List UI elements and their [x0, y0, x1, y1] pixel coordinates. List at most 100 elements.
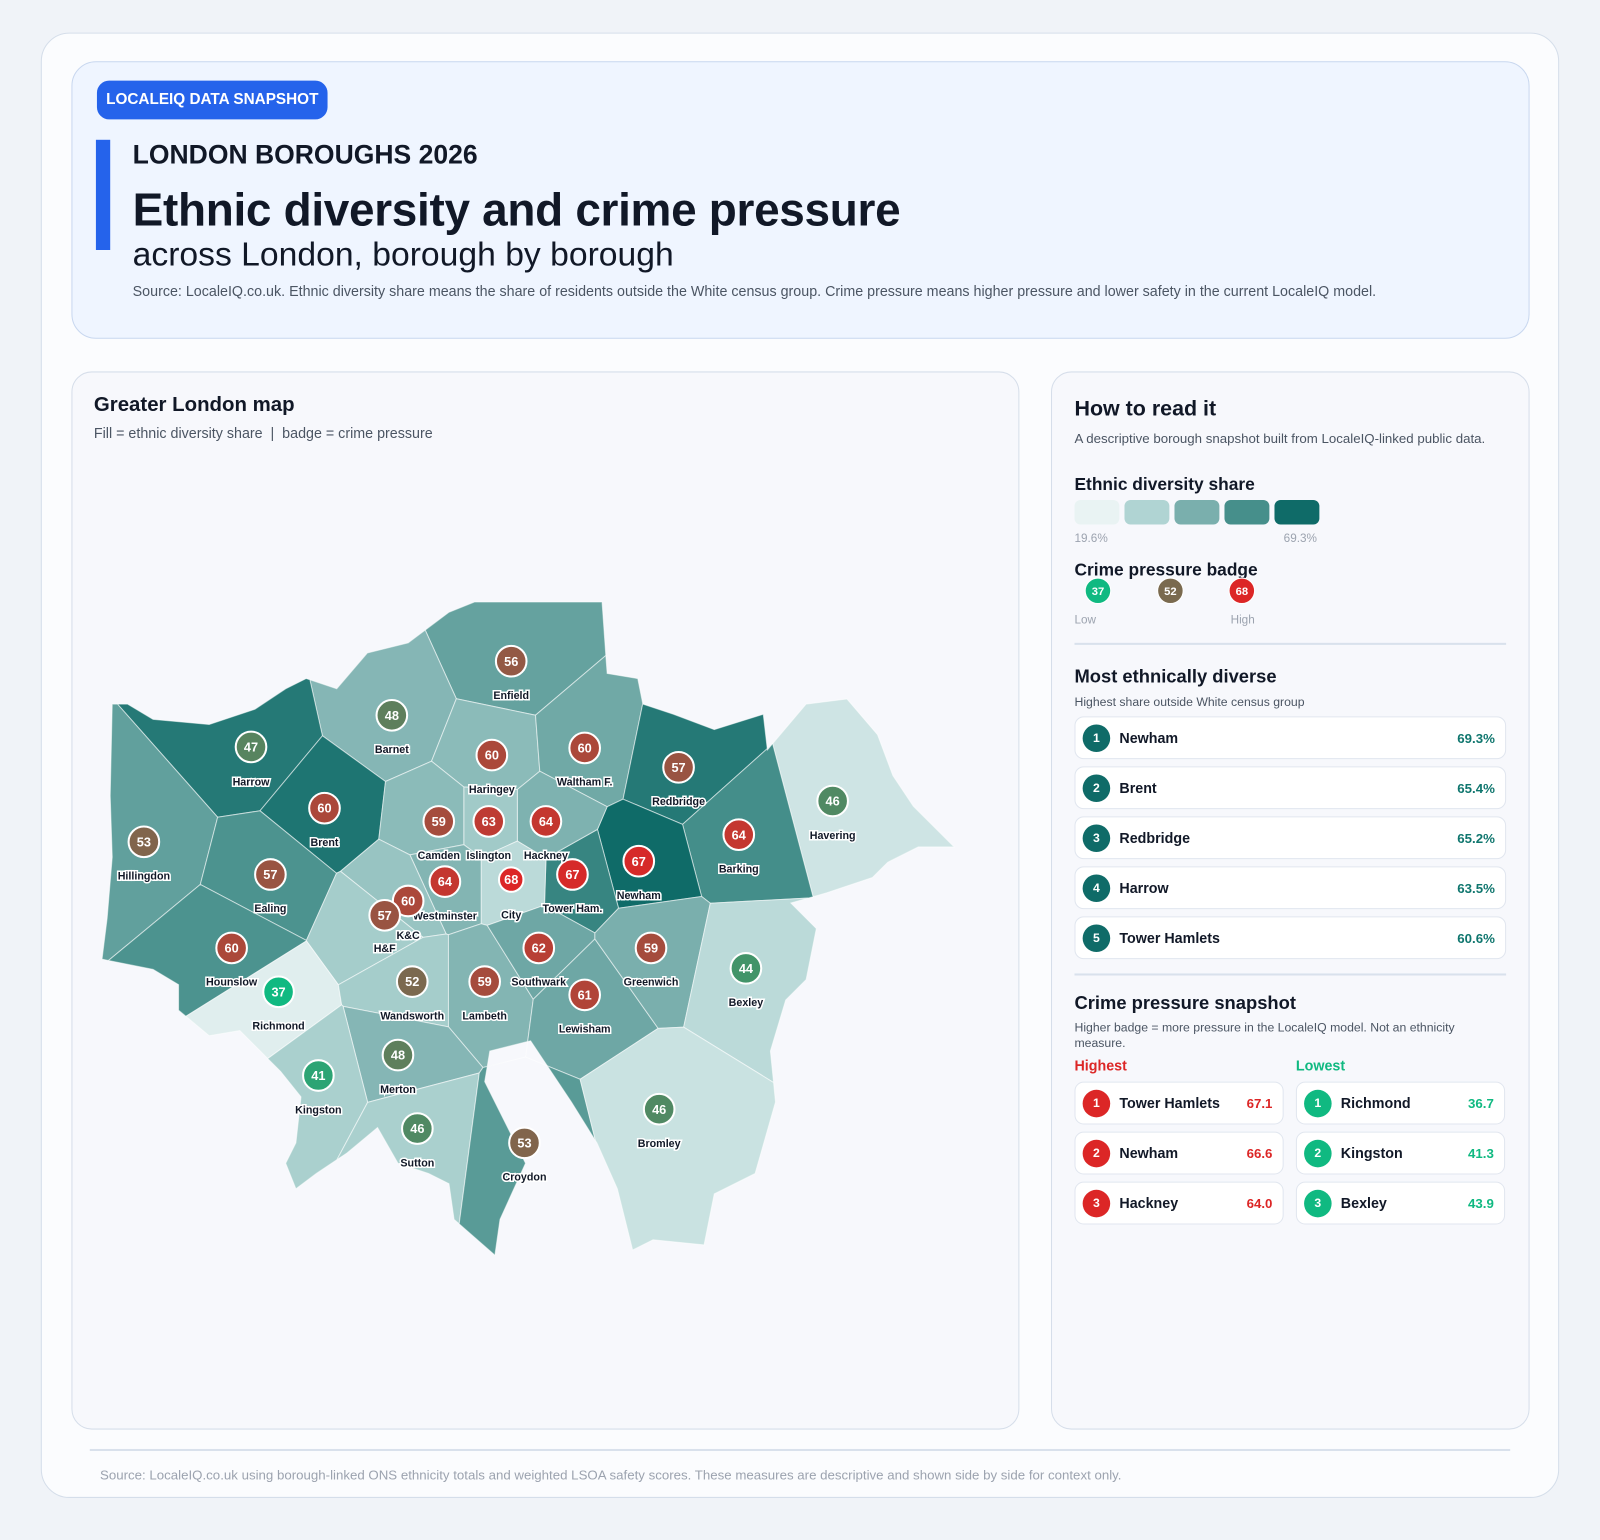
- crime-badge: [422, 805, 456, 838]
- crime-badge-value: 64: [438, 874, 453, 889]
- crime-badge: [472, 805, 506, 838]
- crime-badge-value: 59: [644, 941, 658, 956]
- crime-lowest-row: 3 Bexley 43.9: [1295, 1181, 1506, 1225]
- borough-label: Haringey: [469, 784, 515, 796]
- crime-value: 41.3: [1468, 1145, 1494, 1161]
- borough-label: H&F: [374, 943, 396, 955]
- rank-badge: 2: [1082, 773, 1111, 802]
- diversity-swatch: [1174, 499, 1220, 525]
- how-to-read-title: How to read it: [1074, 396, 1217, 421]
- crime-badge-value: 53: [517, 1135, 531, 1150]
- borough-name: Bexley: [1340, 1194, 1387, 1212]
- highest-label: Highest: [1074, 1057, 1127, 1074]
- borough-name: Brent: [1119, 779, 1157, 796]
- crime-badge: [428, 865, 462, 898]
- diversity-value: 60.6%: [1457, 930, 1495, 946]
- borough-label: Southwark: [511, 977, 566, 989]
- crime-badge-value: 47: [244, 740, 258, 755]
- legend-badge-mid: 52: [1157, 577, 1184, 605]
- rank-badge: 3: [1082, 1189, 1111, 1217]
- crime-badge-value: 57: [263, 867, 277, 882]
- crime-badge-value: 64: [732, 827, 747, 842]
- crime-badge: [568, 731, 602, 765]
- crime-badge-value: 67: [565, 867, 579, 882]
- kicker: LONDON BOROUGHS 2026: [132, 138, 478, 170]
- crime-badge: [642, 1092, 676, 1126]
- borough-label: City: [501, 909, 521, 921]
- crime-badge-value: 64: [539, 814, 554, 829]
- crime-badge-value: 59: [432, 814, 446, 829]
- crime-badge-value: 57: [671, 760, 685, 775]
- diversity-value: 65.2%: [1457, 830, 1495, 846]
- crime-badge: [475, 738, 509, 772]
- crime-badge: [622, 844, 656, 878]
- crime-badge: [556, 858, 589, 891]
- crime-badge-value: 57: [378, 908, 392, 923]
- borough-name: Harrow: [1119, 879, 1169, 896]
- crime-badge-value: 68: [504, 872, 518, 887]
- crime-badge-value: 41: [311, 1068, 325, 1083]
- legend-badge-low: 37: [1084, 577, 1112, 605]
- footer-divider: [89, 1448, 1511, 1452]
- crime-badge: [522, 931, 556, 965]
- crime-badge: [254, 858, 287, 891]
- crime-badge: [262, 975, 295, 1009]
- rank-badge: 1: [1082, 723, 1111, 752]
- borough-label: Croydon: [502, 1172, 546, 1184]
- crime-badge: [722, 818, 756, 852]
- diverse-row: 3 Redbridge 65.2%: [1074, 816, 1507, 860]
- borough-label: Havering: [810, 830, 856, 842]
- crime-legend-title: Crime pressure badge: [1074, 560, 1258, 580]
- borough-label: Barnet: [375, 744, 409, 756]
- crime-badge-value: 59: [478, 974, 492, 989]
- map-title: Greater London map: [93, 393, 295, 417]
- borough-label: Westminster: [413, 910, 477, 922]
- legend-badge-high: 68: [1228, 577, 1256, 605]
- borough-label: Merton: [380, 1084, 416, 1096]
- crime-badge: [215, 931, 248, 965]
- crime-lowest-row: 1 Richmond 36.7: [1295, 1081, 1506, 1125]
- borough-label: Redbridge: [652, 796, 705, 808]
- borough-label: Hillingdon: [118, 871, 170, 883]
- legend-high-label: High: [1230, 614, 1255, 627]
- crime-badge-value: 60: [317, 801, 331, 816]
- diversity-value: 63.5%: [1457, 880, 1495, 896]
- crime-value: 64.0: [1246, 1195, 1273, 1211]
- crime-badge-value: 53: [137, 834, 151, 849]
- crime-highest-row: 1 Tower Hamlets 67.1: [1074, 1081, 1284, 1125]
- borough-label: Bromley: [638, 1138, 681, 1150]
- crime-badge-value: 60: [401, 894, 415, 909]
- crime-badge: [816, 784, 849, 818]
- borough-label: Sutton: [400, 1157, 434, 1169]
- borough-label: Brent: [311, 837, 339, 849]
- rank-badge: 3: [1082, 823, 1111, 852]
- diversity-legend-title: Ethnic diversity share: [1074, 474, 1255, 494]
- diverse-row: 4 Harrow 63.5%: [1074, 866, 1507, 910]
- crime-badge: [468, 965, 502, 998]
- crime-badge: [391, 884, 425, 918]
- crime-badge: [497, 866, 525, 893]
- footer-source: Source: LocaleIQ.co.uk using borough-lin…: [99, 1467, 1122, 1483]
- crime-badge-value: 61: [578, 987, 592, 1002]
- crime-highest-row: 3 Hackney 64.0: [1074, 1181, 1284, 1225]
- crime-badge-value: 37: [271, 984, 285, 999]
- borough-label: Enfield: [493, 690, 529, 702]
- borough-name: Richmond: [1340, 1094, 1411, 1112]
- rank-badge: 5: [1082, 923, 1111, 952]
- divider: [1074, 642, 1507, 645]
- diversity-legend-max: 69.3%: [1283, 532, 1317, 545]
- diversity-swatch: [1274, 499, 1320, 525]
- crime-badge-value: 63: [482, 814, 496, 829]
- diversity-legend-min: 19.6%: [1074, 532, 1108, 545]
- crime-badge-value: 48: [391, 1048, 405, 1063]
- legend-low-label: Low: [1074, 614, 1097, 627]
- lowest-label: Lowest: [1295, 1057, 1346, 1074]
- divider: [1074, 973, 1507, 976]
- crime-badge: [368, 898, 402, 932]
- diverse-row: 1 Newham 69.3%: [1074, 716, 1507, 760]
- crime-value: 67.1: [1246, 1095, 1273, 1111]
- borough-label: Camden: [418, 850, 460, 862]
- diversity-value: 69.3%: [1457, 730, 1495, 746]
- crime-value: 43.9: [1468, 1195, 1494, 1211]
- borough-name: Newham: [1119, 1144, 1179, 1162]
